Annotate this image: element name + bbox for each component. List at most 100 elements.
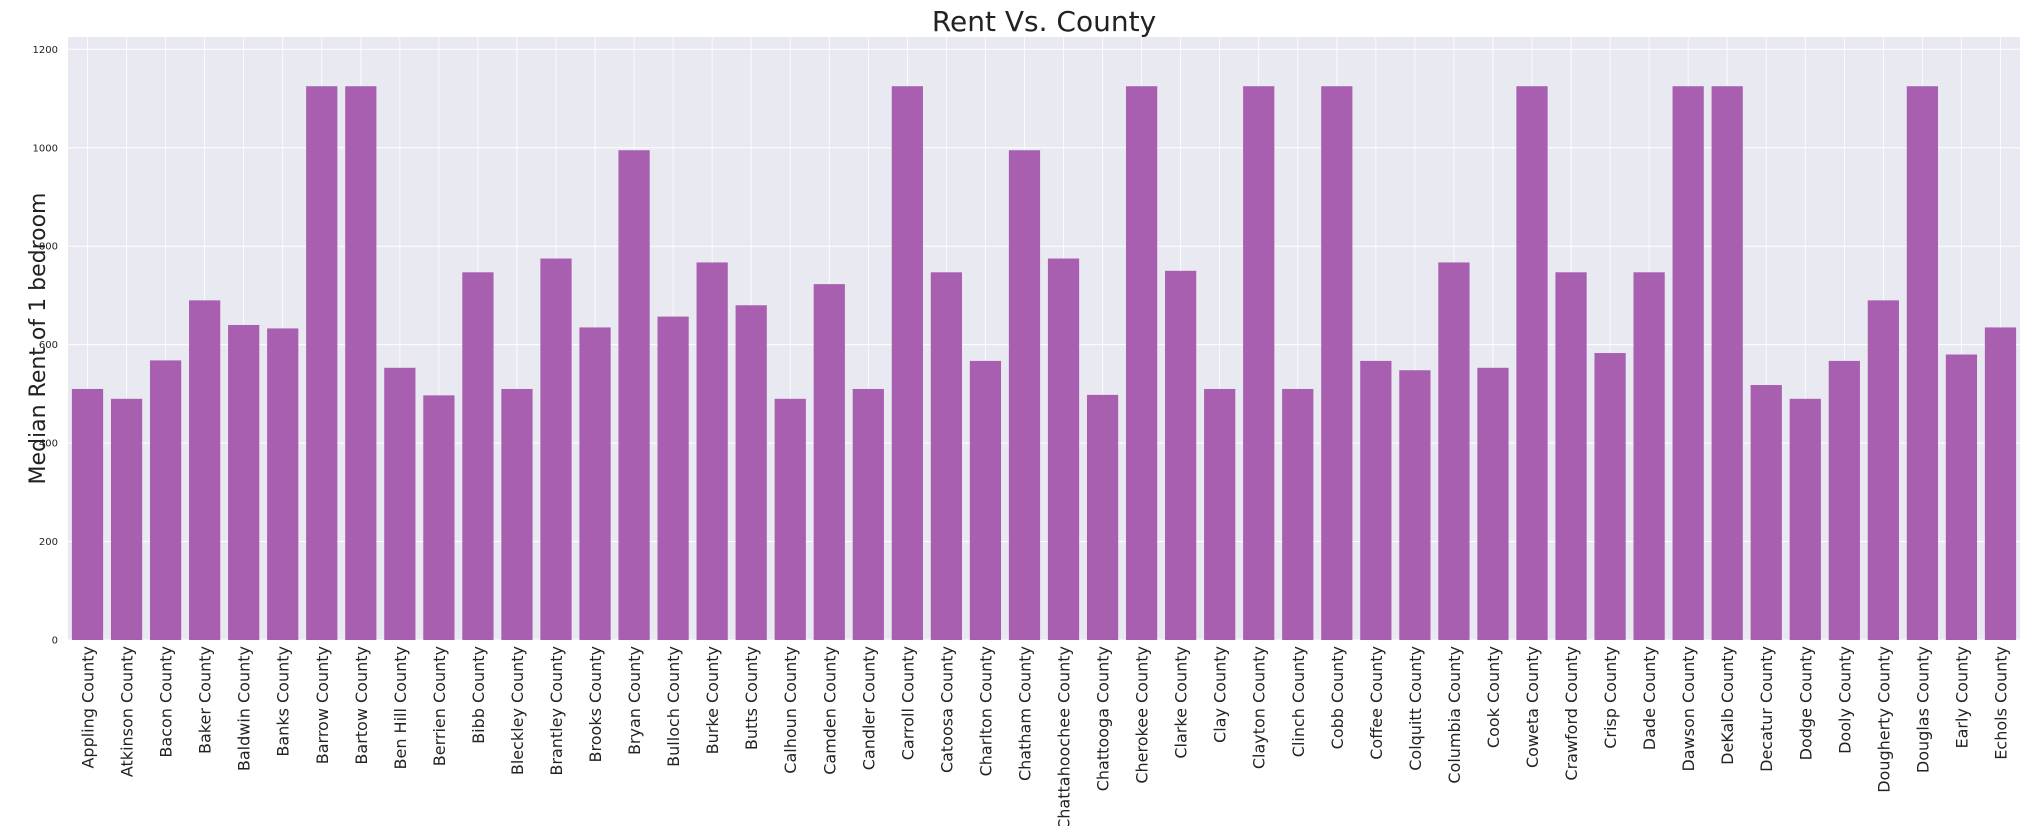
x-tick-label: Banks County (274, 646, 293, 757)
bar (267, 328, 299, 640)
bar (852, 388, 884, 640)
x-tick-label: Carroll County (898, 646, 917, 760)
bar (1828, 360, 1860, 640)
x-tick-label: Columbia County (1445, 646, 1464, 784)
bar (774, 398, 806, 640)
bar (930, 272, 963, 640)
x-tick-label: Crisp County (1601, 646, 1620, 749)
bar (696, 262, 728, 640)
x-tick-label: Burke County (703, 646, 722, 754)
bar (1008, 150, 1041, 641)
x-tick-label: Dawson County (1679, 646, 1698, 772)
bar (1711, 86, 1743, 640)
x-tick-label: Baker County (196, 646, 215, 754)
bar (1789, 398, 1821, 640)
x-tick-label: Bacon County (157, 646, 176, 758)
x-tick-label: Atkinson County (118, 646, 137, 777)
x-tick-label: Candler County (859, 646, 878, 770)
x-tick-label: Cook County (1484, 646, 1503, 748)
x-tick-label: Cherokee County (1133, 646, 1152, 784)
y-axis-ticks: 0 200 400 600 800 1000 1200 (33, 45, 58, 647)
bar (1555, 272, 1587, 640)
bar (1516, 86, 1548, 640)
x-tick-label: DeKalb County (1718, 646, 1737, 765)
x-tick-label: Colquitt County (1406, 646, 1425, 771)
bar (110, 398, 143, 640)
x-tick-label: Dodge County (1796, 646, 1815, 760)
bar (1360, 360, 1392, 640)
bar (540, 258, 572, 640)
bar (813, 284, 845, 640)
bar (1438, 262, 1470, 640)
x-tick-label: Catoosa County (937, 646, 956, 773)
bar (189, 300, 221, 640)
y-tick-label: 600 (39, 340, 58, 351)
y-tick-label: 800 (39, 242, 58, 253)
y-tick-label: 400 (39, 439, 58, 450)
bar (1204, 388, 1236, 640)
y-tick-label: 200 (39, 537, 58, 548)
x-tick-label: Dooly County (1835, 646, 1854, 754)
bar (1906, 86, 1939, 640)
x-tick-label: Barrow County (313, 646, 332, 764)
bar (1282, 388, 1314, 640)
x-tick-label: Baldwin County (235, 646, 254, 771)
bar (1086, 394, 1119, 640)
x-tick-label: Bleckley County (508, 646, 527, 775)
x-tick-label: Appling County (79, 646, 98, 769)
bar (1867, 300, 1899, 640)
bar (1477, 367, 1509, 640)
x-tick-label: Bibb County (469, 646, 488, 744)
x-tick-label: Echols County (1991, 646, 2010, 760)
x-tick-label: Berrien County (430, 646, 449, 766)
x-tick-label: Brantley County (547, 646, 566, 776)
bar (423, 395, 455, 640)
bar (462, 272, 494, 640)
x-tick-label: Chattooga County (1094, 646, 1113, 791)
bar (735, 305, 767, 640)
x-tick-label: Coweta County (1523, 646, 1542, 768)
bar (1633, 272, 1665, 640)
bar (1945, 354, 1978, 640)
bar (345, 86, 377, 640)
bar (1047, 258, 1080, 640)
bar (969, 360, 1002, 640)
bar (1243, 86, 1275, 640)
bar (1399, 370, 1431, 640)
bar (306, 86, 338, 640)
chart-title: Rent Vs. County (932, 5, 1156, 38)
x-tick-label: Clay County (1211, 646, 1230, 743)
bar (1321, 86, 1353, 640)
x-tick-label: Bulloch County (664, 646, 683, 767)
x-tick-label: Brooks County (586, 646, 605, 762)
x-tick-label: Early County (1952, 646, 1971, 748)
y-tick-label: 1000 (33, 143, 58, 154)
y-tick-label: 1200 (33, 45, 58, 56)
x-tick-label: Camden County (820, 646, 839, 775)
x-tick-label: Bryan County (625, 646, 644, 755)
bar (71, 388, 104, 640)
x-tick-label: Ben Hill County (391, 646, 410, 769)
bar (1165, 270, 1197, 640)
bar (1594, 353, 1626, 640)
bar (384, 367, 416, 640)
bar (501, 388, 533, 640)
bar (228, 324, 260, 640)
bars-group (71, 86, 2017, 641)
x-tick-label: Douglas County (1913, 646, 1932, 773)
bar (1672, 86, 1704, 640)
x-tick-label: Coffee County (1367, 646, 1386, 760)
bar (579, 327, 611, 640)
x-tick-label: Clarke County (1172, 646, 1191, 759)
bar (1125, 86, 1158, 640)
bar (1750, 385, 1782, 640)
bar (891, 86, 923, 640)
x-tick-label: Dade County (1640, 646, 1659, 750)
y-tick-label: 0 (52, 636, 58, 647)
x-tick-label: Chatham County (1015, 646, 1034, 781)
x-tick-label: Clayton County (1250, 646, 1269, 769)
x-tick-label: Bartow County (352, 646, 371, 765)
bar (618, 150, 650, 641)
x-tick-label: Butts County (742, 646, 761, 750)
